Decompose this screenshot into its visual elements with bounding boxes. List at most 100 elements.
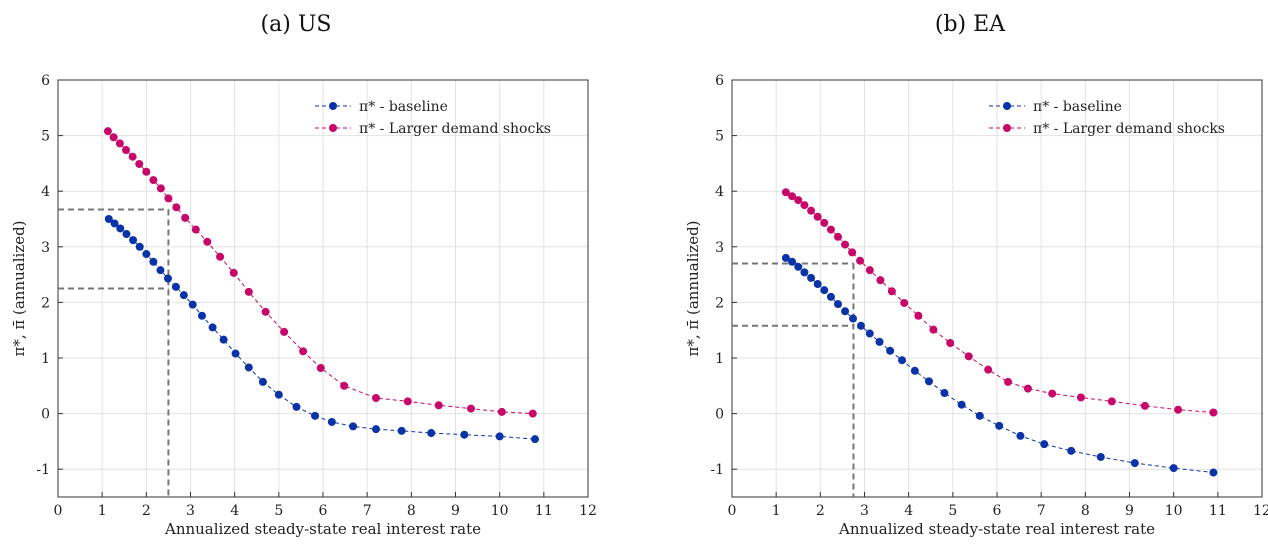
- data-point: [826, 292, 835, 301]
- data-point: [244, 287, 253, 296]
- data-point: [171, 282, 180, 291]
- data-point: [156, 184, 165, 193]
- data-point: [1140, 401, 1149, 410]
- data-point: [142, 167, 151, 176]
- data-point: [142, 250, 151, 259]
- y-tick-label: 5: [715, 129, 724, 145]
- data-point: [181, 213, 190, 222]
- data-point: [327, 417, 336, 426]
- data-point: [311, 411, 320, 420]
- y-tick-label: -1: [36, 462, 50, 478]
- x-tick-label: 5: [274, 503, 283, 519]
- x-tick-label: 6: [319, 503, 328, 519]
- data-point: [794, 196, 803, 205]
- x-tick-label: 7: [1037, 503, 1046, 519]
- data-point: [984, 365, 993, 374]
- data-point: [244, 363, 253, 372]
- data-point: [841, 240, 850, 249]
- data-point: [1209, 468, 1218, 477]
- data-point: [116, 224, 125, 233]
- data-point: [886, 346, 895, 355]
- data-point: [1067, 446, 1076, 455]
- x-axis-label: Annualized steady-state real interest ra…: [838, 520, 1155, 538]
- data-point: [466, 404, 475, 413]
- data-point: [800, 268, 809, 277]
- data-point: [807, 273, 816, 282]
- data-point: [495, 432, 504, 441]
- data-point: [1209, 408, 1218, 417]
- legend-marker: [329, 102, 337, 110]
- data-point: [403, 397, 412, 406]
- data-point: [820, 286, 829, 295]
- series-0: [781, 253, 1218, 477]
- data-point: [197, 311, 206, 320]
- legend-label: π* - Larger demand shocks: [1033, 121, 1225, 137]
- data-point: [274, 390, 283, 399]
- data-point: [149, 176, 158, 185]
- data-point: [280, 327, 289, 336]
- data-point: [957, 400, 966, 409]
- y-tick-label: 3: [715, 240, 724, 256]
- data-point: [372, 394, 380, 403]
- data-point: [898, 356, 907, 365]
- x-tick-label: 0: [728, 503, 737, 519]
- data-point: [924, 377, 933, 386]
- legend: π* - baseline π* - Larger demand shocks: [315, 99, 551, 137]
- legend-label: π* - baseline: [359, 99, 448, 115]
- data-point: [1096, 452, 1105, 461]
- data-point: [163, 274, 172, 283]
- data-point: [946, 338, 955, 347]
- data-point: [876, 276, 885, 285]
- panel-title-ea: (b) EA: [934, 12, 1006, 37]
- data-point: [109, 133, 118, 142]
- legend-marker: [1003, 102, 1011, 110]
- y-tick-label: 6: [41, 73, 50, 89]
- x-tick-label: 10: [1165, 503, 1183, 519]
- data-point: [316, 364, 325, 373]
- data-point: [434, 401, 443, 410]
- data-point: [115, 139, 124, 148]
- data-point: [841, 307, 850, 316]
- x-tick-label: 2: [142, 503, 151, 519]
- x-tick-label: 1: [772, 503, 781, 519]
- y-tick-label: 4: [715, 184, 724, 200]
- x-tick-label: 6: [993, 503, 1002, 519]
- data-point: [216, 252, 225, 261]
- legend: π* - baseline π* - Larger demand shocks: [989, 99, 1225, 137]
- x-tick-label: 0: [54, 503, 63, 519]
- data-point: [179, 291, 188, 300]
- data-point: [172, 203, 181, 212]
- data-point: [188, 300, 197, 309]
- series-line: [108, 218, 536, 440]
- data-point: [104, 215, 113, 223]
- x-tick-label: 8: [1081, 503, 1090, 519]
- data-point: [156, 266, 165, 275]
- data-point: [1107, 397, 1116, 406]
- data-point: [964, 352, 973, 361]
- x-tick-label: 3: [860, 503, 869, 519]
- data-point: [788, 192, 797, 201]
- y-tick-label: 1: [41, 351, 50, 367]
- data-point: [427, 429, 436, 438]
- data-point: [103, 127, 112, 136]
- series-0: [104, 215, 539, 444]
- data-point: [788, 257, 797, 266]
- y-axis-label: π*, π̄ (annualized): [684, 220, 702, 356]
- data-point: [349, 422, 358, 431]
- x-tick-label: 11: [535, 503, 553, 519]
- data-point: [1016, 431, 1025, 440]
- data-point: [781, 253, 790, 262]
- x-tick-label: 4: [904, 503, 913, 519]
- data-point: [460, 430, 469, 439]
- y-tick-label: 0: [715, 407, 724, 423]
- data-point: [135, 242, 144, 251]
- data-point: [781, 188, 790, 197]
- data-point: [397, 426, 406, 435]
- data-point: [800, 201, 809, 210]
- y-tick-label: -1: [710, 462, 724, 478]
- data-point: [1174, 405, 1183, 414]
- data-point: [834, 232, 842, 241]
- data-point: [135, 159, 144, 168]
- data-point: [164, 194, 173, 203]
